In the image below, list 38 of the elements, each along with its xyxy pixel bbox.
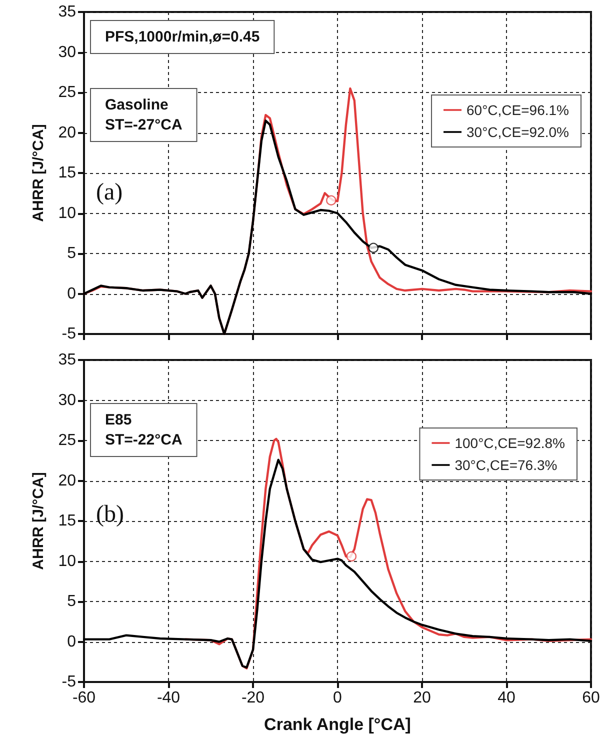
y-tick-label: 35 xyxy=(58,352,76,368)
y-tick-label: 10 xyxy=(58,204,76,222)
y-tick-label: 35 xyxy=(58,4,76,20)
x-tick-label: -40 xyxy=(156,690,180,706)
y-tick-label: 5 xyxy=(67,593,76,610)
legend-label: 30°C,CE=76.3% xyxy=(454,457,558,473)
x-axis-title: Crank Angle [°CA] xyxy=(264,715,411,734)
legend-label: 30°C,CE=92.0% xyxy=(466,124,570,140)
x-tick-label: 60 xyxy=(582,690,600,706)
y-tick-label: 0 xyxy=(67,285,76,302)
y-axis-title: AHRR [J/°CA] xyxy=(30,472,47,570)
y-tick-label: 15 xyxy=(58,164,76,182)
line-series xyxy=(82,458,592,669)
y-tick-label: 30 xyxy=(58,392,76,409)
y-tick-label: -5 xyxy=(62,326,76,342)
x-tick-label: -20 xyxy=(241,690,265,706)
x-tick-label: 0 xyxy=(333,690,342,706)
y-tick-label: 30 xyxy=(58,44,76,61)
y-tick-label: 25 xyxy=(58,84,76,101)
annotation: (b) xyxy=(96,502,124,528)
x-tick-label: 20 xyxy=(413,690,431,706)
annotation: (a) xyxy=(96,180,123,206)
y-tick-label: 20 xyxy=(58,124,76,142)
y-tick-label: 5 xyxy=(67,245,76,262)
annotation: Gasoline ST=-27°CA xyxy=(105,96,182,134)
y-tick-label: 20 xyxy=(58,472,76,490)
x-tick-label: -60 xyxy=(72,690,96,706)
legend-label: 100°C,CE=92.8% xyxy=(454,435,566,451)
legend-label: 60°C,CE=96.1% xyxy=(466,102,570,118)
annotation: PFS,1000r/min,ø=0.45 xyxy=(105,28,260,46)
y-tick-label: 15 xyxy=(58,512,76,530)
y-tick-label: 10 xyxy=(58,552,76,570)
annotation: E85 ST=-22°CA xyxy=(105,412,182,448)
x-tick-label: 40 xyxy=(498,690,516,706)
y-tick-label: 0 xyxy=(67,633,76,650)
y-tick-label: -5 xyxy=(62,674,76,690)
y-axis-title: AHRR [J/°CA] xyxy=(30,124,47,222)
y-tick-label: 25 xyxy=(58,432,76,449)
